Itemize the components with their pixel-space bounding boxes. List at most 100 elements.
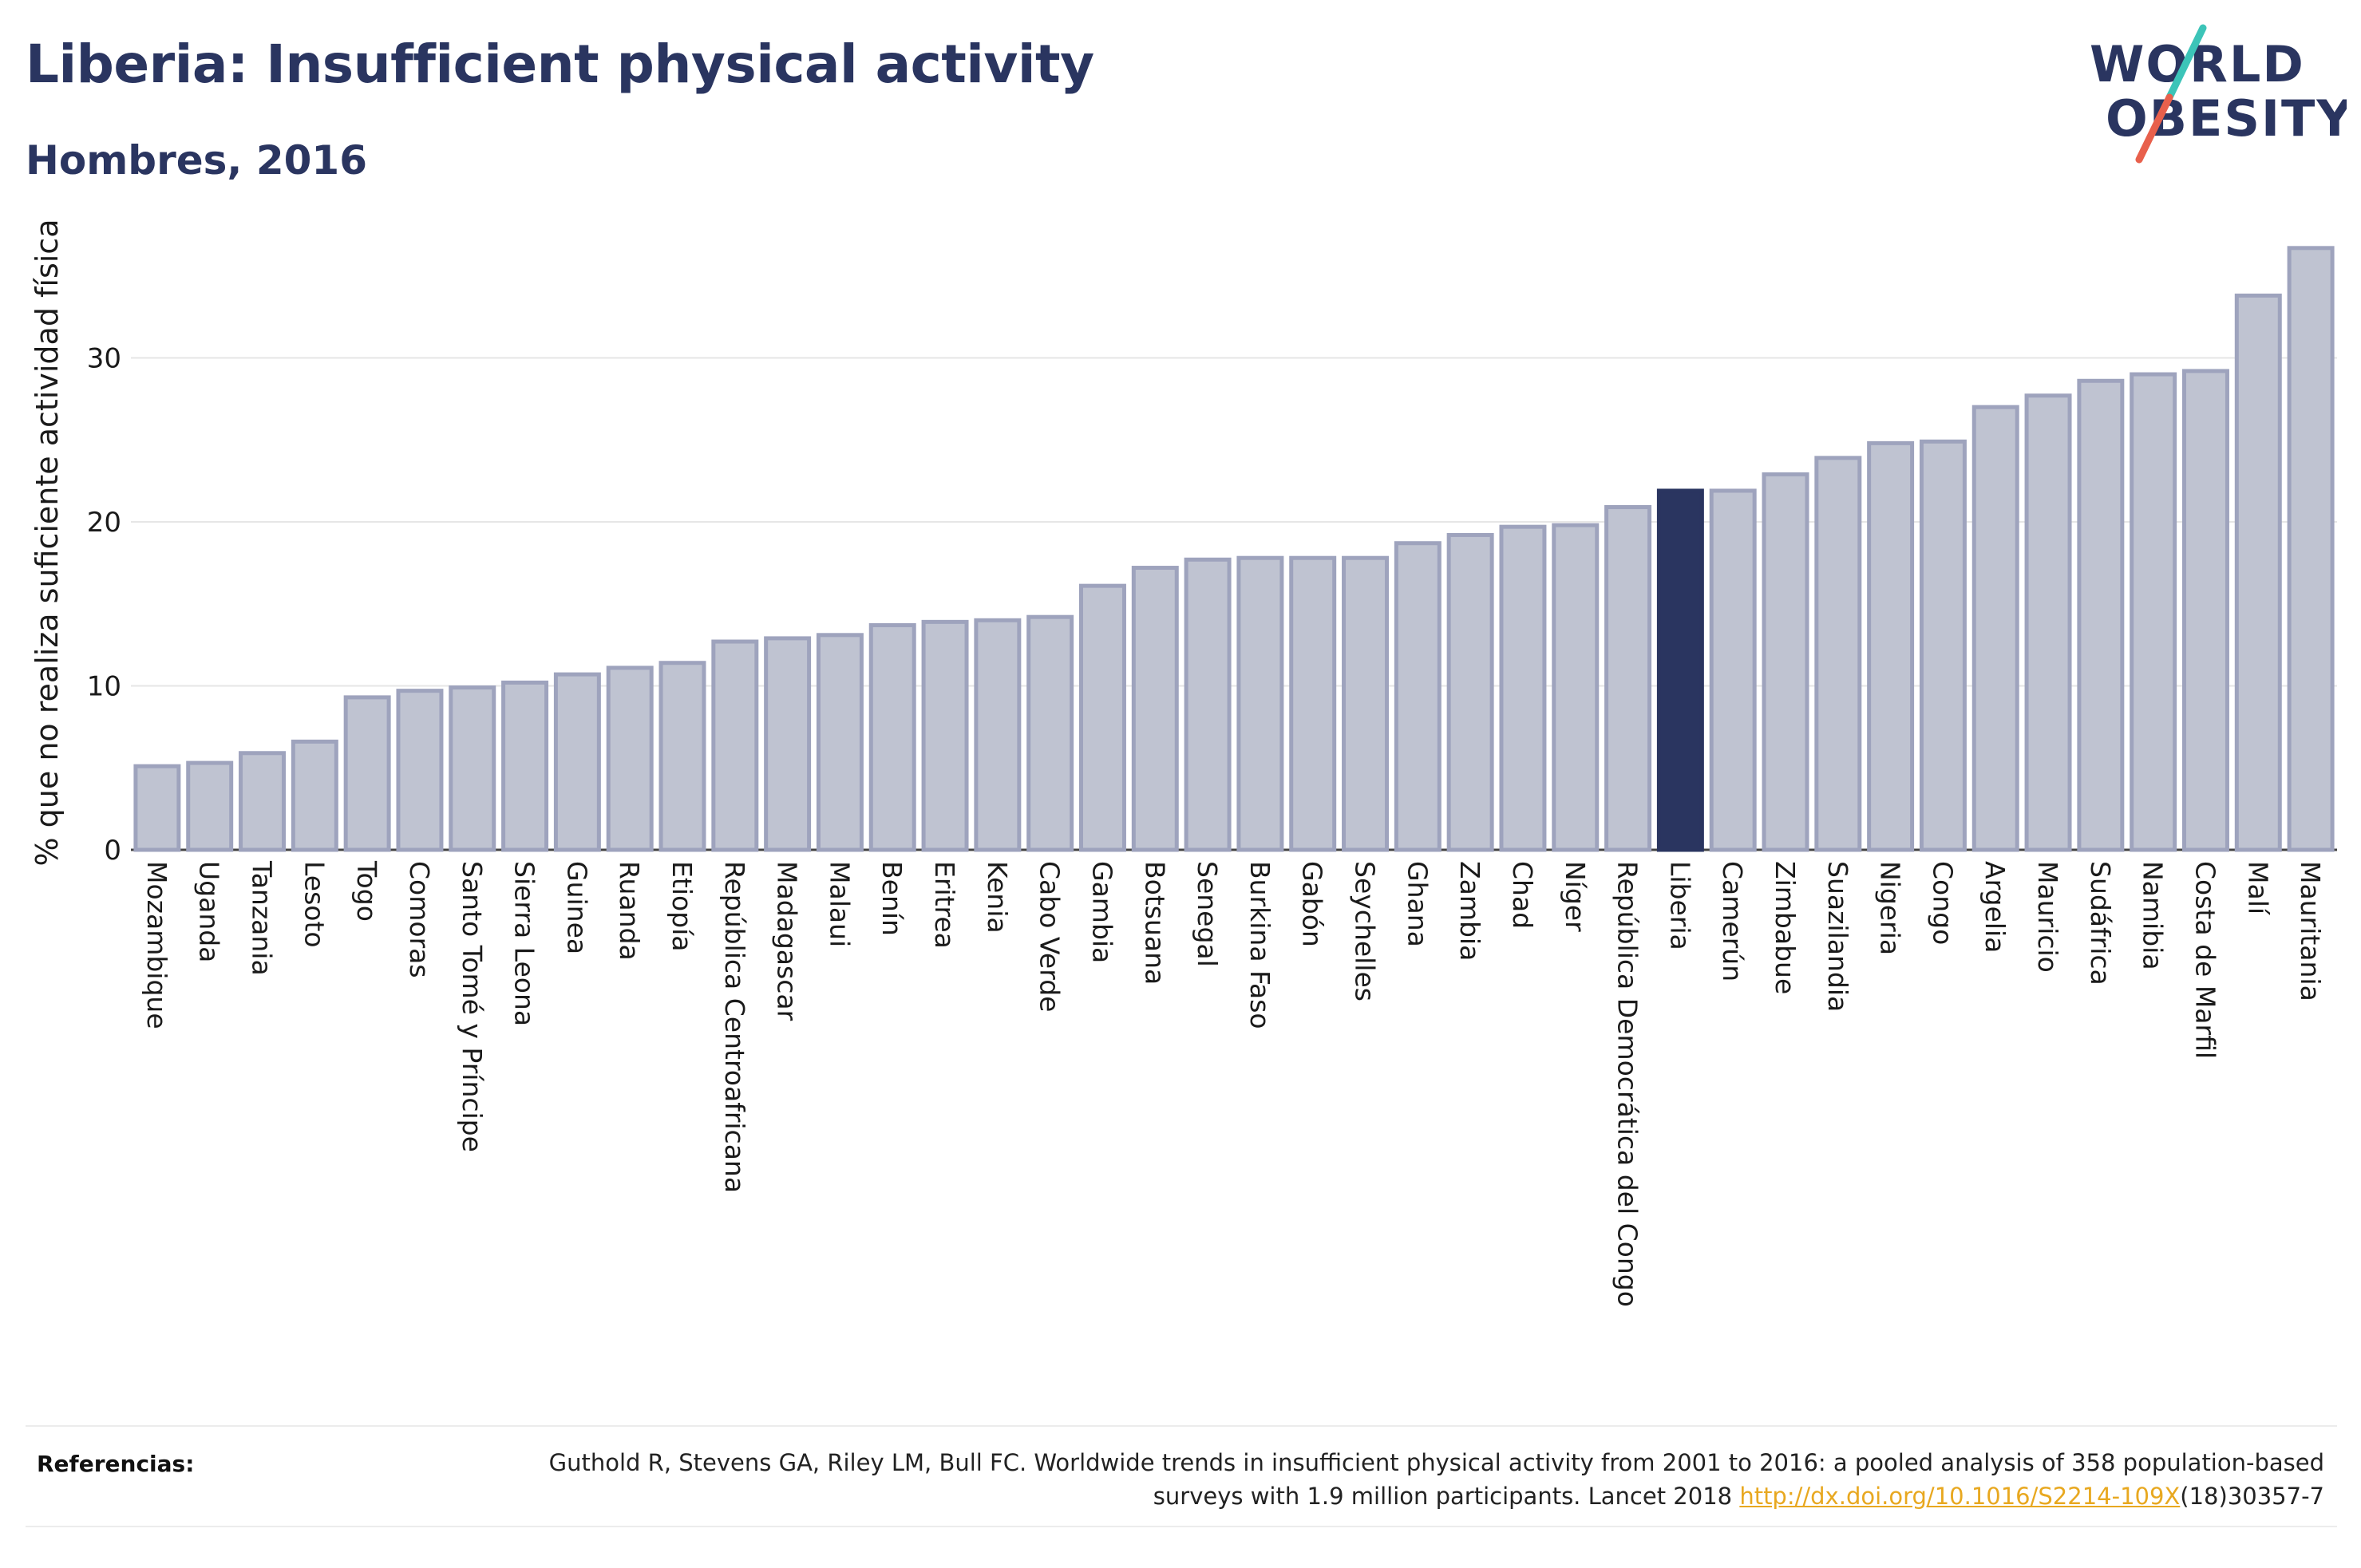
bar[interactable] — [1499, 524, 1547, 852]
x-category-label: Costa de Marfil — [2189, 861, 2221, 1059]
bar[interactable] — [658, 661, 706, 852]
x-category-label: Níger — [1560, 861, 1591, 932]
bar[interactable] — [1709, 488, 1757, 852]
x-category-label: Madagascar — [772, 861, 803, 1021]
references-citation-suffix: (18)30357-7 — [2180, 1483, 2324, 1510]
x-category-label: Mauritania — [2295, 861, 2326, 1001]
y-tick-label: 30 — [87, 343, 121, 375]
y-tick-label: 0 — [104, 835, 121, 867]
chart-subtitle: Hombres, 2016 — [26, 137, 367, 184]
x-category-label: República Centroafricana — [719, 861, 750, 1193]
x-category-label: Sierra Leona — [509, 861, 540, 1026]
bar-chart: 0 10 20 30 Mozambique Uganda Tanzania Lesoto To… — [30, 219, 2337, 1307]
bar[interactable] — [1236, 555, 1284, 852]
references-bottom-divider — [26, 1526, 2337, 1527]
bar[interactable] — [1078, 583, 1126, 852]
bar[interactable] — [2077, 378, 2125, 852]
x-category-label: Kenia — [982, 861, 1013, 934]
x-category-label: Gabón — [1297, 861, 1328, 947]
x-category-label: Uganda — [194, 861, 225, 962]
bar[interactable] — [291, 739, 338, 852]
y-tick-label: 20 — [87, 507, 121, 539]
bar[interactable] — [1131, 566, 1179, 852]
x-category-label: Eritrea — [929, 861, 960, 949]
bar[interactable] — [711, 639, 759, 852]
bar[interactable] — [1289, 555, 1337, 852]
references-doi-link[interactable]: http://dx.doi.org/10.1016/S2214-109X — [1739, 1483, 2181, 1510]
x-category-label: Cabo Verde — [1034, 861, 1066, 1012]
bar[interactable] — [449, 685, 496, 852]
chart-title: Liberia: Insufficient physical activity — [26, 34, 1094, 95]
logo-slash-bottom — [2135, 93, 2173, 164]
x-category-label: Ruanda — [614, 861, 645, 961]
bar[interactable] — [1867, 440, 1915, 852]
x-category-label: Togo — [351, 860, 382, 922]
references-label: Referencias: — [37, 1451, 195, 1477]
x-category-label: Namibia — [2138, 861, 2169, 970]
bar[interactable] — [2181, 369, 2229, 852]
x-category-label: Zambia — [1454, 861, 1485, 961]
bar[interactable] — [1971, 405, 2019, 852]
x-category-label: Gambia — [1086, 861, 1117, 963]
bar[interactable] — [2234, 293, 2282, 852]
x-category-label: Seychelles — [1350, 861, 1381, 1001]
references-citation: Guthold R, Stevens GA, Riley LM, Bull FC… — [548, 1449, 2324, 1510]
x-category-label: Guinea — [561, 861, 592, 954]
bar[interactable] — [868, 622, 916, 852]
x-category-label: Senegal — [1192, 861, 1223, 967]
references-text: Guthold R, Stevens GA, Riley LM, Bull FC… — [488, 1446, 2324, 1513]
x-category-label: Liberia — [1664, 861, 1695, 950]
bar[interactable] — [1814, 456, 1862, 852]
bars-layer — [133, 246, 2335, 852]
x-category-label: Etiopía — [666, 861, 698, 952]
bar[interactable] — [239, 751, 287, 852]
bar[interactable] — [606, 666, 654, 852]
bar-highlighted[interactable] — [1656, 488, 1704, 852]
x-category-label: Botsuana — [1139, 861, 1170, 985]
logo-slash-top — [2165, 24, 2207, 101]
bar[interactable] — [396, 689, 444, 852]
x-category-label: Tanzania — [247, 860, 278, 976]
bar[interactable] — [2287, 246, 2335, 852]
labels-layer: Mozambique Uganda Tanzania Lesoto Togo Comora… — [141, 860, 2326, 1307]
bar[interactable] — [553, 672, 601, 852]
y-axis-title: % que no realiza suficiente actividad fí… — [30, 219, 65, 867]
bar[interactable] — [1446, 532, 1494, 852]
bar[interactable] — [2024, 393, 2072, 852]
x-category-label: Ghana — [1402, 861, 1433, 947]
bar[interactable] — [921, 619, 969, 852]
bar[interactable] — [1552, 523, 1600, 852]
x-category-label: Chad — [1507, 861, 1538, 929]
x-category-label: Burkina Faso — [1244, 861, 1275, 1029]
x-category-label: República Democrática del Congo — [1612, 861, 1643, 1307]
x-category-label: Mozambique — [141, 861, 172, 1029]
bar[interactable] — [764, 636, 812, 852]
x-category-label: Lesoto — [299, 861, 330, 948]
bar[interactable] — [1184, 557, 1232, 852]
x-category-label: Benín — [876, 861, 908, 936]
bar[interactable] — [816, 633, 864, 852]
bar[interactable] — [974, 618, 1022, 852]
bar[interactable] — [1394, 541, 1442, 852]
bar[interactable] — [343, 695, 391, 852]
y-tick-label: 10 — [87, 671, 121, 703]
bar[interactable] — [1919, 439, 1967, 852]
x-category-label: Malí — [2242, 861, 2273, 916]
bar[interactable] — [186, 760, 234, 852]
bar[interactable] — [2130, 372, 2177, 852]
x-category-label: Comoras — [404, 861, 435, 978]
bar[interactable] — [1604, 505, 1652, 852]
grid-layer: 0 10 20 30 — [87, 343, 2337, 867]
bar[interactable] — [1342, 555, 1390, 852]
x-category-label: Suazilandia — [1822, 861, 1853, 1012]
x-category-label: Argelia — [1979, 861, 2011, 953]
references-top-divider — [26, 1425, 2337, 1427]
x-category-label: Sudáfrica — [2085, 861, 2116, 985]
bar[interactable] — [501, 680, 549, 852]
x-category-label: Santo Tomé y Príncipe — [457, 861, 488, 1152]
bar[interactable] — [1026, 614, 1074, 852]
bar[interactable] — [1762, 472, 1809, 852]
bar[interactable] — [133, 764, 181, 852]
x-category-label: Mauricio — [2032, 861, 2063, 973]
x-category-label: Zimbabue — [1770, 861, 1801, 994]
